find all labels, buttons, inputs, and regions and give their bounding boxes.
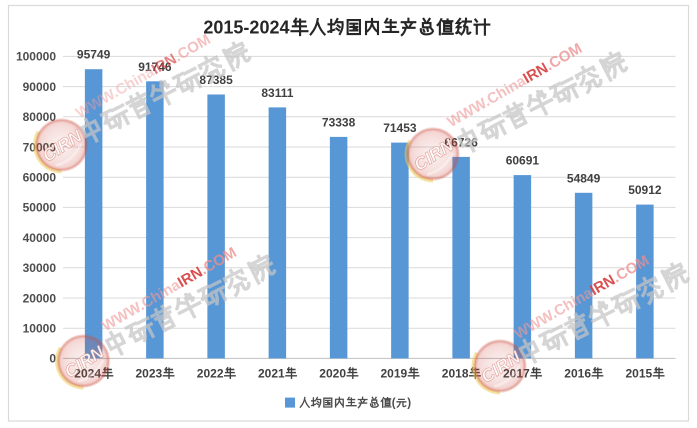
svg-text:2023: 2023 <box>136 366 163 380</box>
svg-text:60000: 60000 <box>23 171 57 185</box>
svg-text:91746: 91746 <box>138 60 172 74</box>
svg-text:71453: 71453 <box>383 121 417 135</box>
svg-text:60691: 60691 <box>506 154 540 168</box>
svg-text:2016: 2016 <box>564 366 591 380</box>
svg-text:50912: 50912 <box>628 183 662 197</box>
svg-text:83111: 83111 <box>261 86 293 100</box>
svg-text:73338: 73338 <box>322 115 356 129</box>
svg-text:20000: 20000 <box>23 291 57 305</box>
svg-text:2020: 2020 <box>319 366 346 380</box>
svg-text:2022: 2022 <box>197 366 224 380</box>
svg-text:2015-2024: 2015-2024 <box>203 17 289 37</box>
svg-text:2021: 2021 <box>258 366 285 380</box>
svg-text:(: ( <box>392 398 396 410</box>
svg-text:54849: 54849 <box>567 171 601 185</box>
svg-text:0: 0 <box>49 352 56 366</box>
svg-text:50000: 50000 <box>23 201 57 215</box>
svg-text:100000: 100000 <box>16 50 56 64</box>
svg-text:2018: 2018 <box>442 366 469 380</box>
svg-text:30000: 30000 <box>23 261 57 275</box>
svg-text:87385: 87385 <box>199 73 233 87</box>
svg-text:2019: 2019 <box>381 366 408 380</box>
svg-text:80000: 80000 <box>23 110 57 124</box>
svg-text:90000: 90000 <box>23 80 57 94</box>
svg-text:10000: 10000 <box>23 322 57 336</box>
svg-text:40000: 40000 <box>23 231 57 245</box>
svg-text:): ) <box>407 398 411 410</box>
svg-text:95749: 95749 <box>77 48 111 62</box>
svg-text:2015: 2015 <box>626 366 653 380</box>
